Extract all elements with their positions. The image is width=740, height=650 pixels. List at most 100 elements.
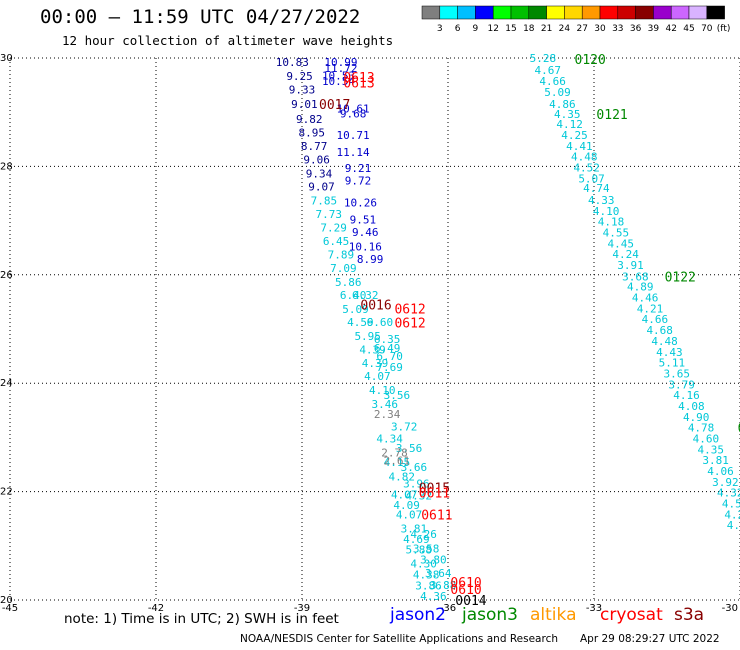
swh-value: 4.34 — [376, 432, 403, 445]
swh-value: 3.86 — [415, 579, 442, 592]
generated-timestamp: Apr 29 08:29:27 UTC 2022 — [580, 633, 720, 645]
map-subtitle: 12 hour collection of altimeter wave hei… — [62, 33, 394, 48]
swh-value: 4.32 — [727, 519, 740, 532]
swh-value: 6.49 — [374, 342, 401, 355]
colorbar-tick-label: 42 — [665, 24, 676, 34]
swh-value: 10.53 — [322, 69, 355, 82]
pass-time-label: 0121 — [596, 108, 627, 123]
swh-value: 4.45 — [608, 237, 635, 250]
lon-tick-label: -45 — [2, 603, 18, 614]
footer-note: note: 1) Time is in UTC; 2) SWH is in fe… — [64, 611, 339, 627]
swh-value: 5.09 — [342, 303, 369, 316]
swh-value: 3.91 — [617, 259, 644, 272]
swh-value: 4.59 — [347, 316, 374, 329]
swh-value: 9.72 — [345, 174, 372, 187]
swh-value: 4.74 — [583, 182, 610, 195]
colorbar-tick-label: 36 — [630, 24, 642, 34]
swh-value: 6.32 — [352, 289, 379, 302]
colorbar-swatch — [706, 5, 725, 20]
swh-value: 10.61 — [337, 102, 370, 115]
swh-value: 5.86 — [335, 276, 362, 289]
colorbar-tick-label: 6 — [455, 24, 461, 34]
swh-value: 2.34 — [374, 408, 401, 421]
swh-value: 4.41 — [566, 140, 593, 153]
colorbar-tick-label: 9 — [473, 24, 479, 34]
pass-time-label: 0017 — [319, 98, 350, 113]
swh-value: 4.43 — [656, 346, 683, 359]
swh-value: 4.69 — [403, 533, 430, 546]
lat-tick-label: 24 — [0, 378, 13, 389]
lat-tick-label: 30 — [0, 53, 13, 64]
colorbar-tick-label: 33 — [612, 24, 623, 34]
colorbar-tick-label: 70 — [701, 24, 713, 34]
swh-value: 4.33 — [588, 194, 615, 207]
swh-value: 4.46 — [632, 292, 659, 305]
legend-cryosat: cryosat — [600, 605, 663, 625]
pass-time-label: 0611 — [421, 508, 452, 523]
colorbar-tick-label: 45 — [683, 24, 694, 34]
legend-jason2: jason2 — [390, 605, 446, 625]
swh-value: 7.73 — [316, 208, 343, 221]
swh-value: 10.99 — [324, 56, 357, 69]
swh-value: 3.72 — [391, 421, 418, 434]
swh-value: 5.09 — [544, 86, 571, 99]
swh-value: 4.48 — [651, 335, 678, 348]
pass-time-label: 0613 — [343, 71, 374, 86]
swh-value: 6.35 — [374, 333, 401, 346]
lon-tick-label: -36 — [440, 603, 456, 614]
colorbar-tick-label: 21 — [541, 24, 552, 34]
swh-value: 4.67 — [535, 64, 562, 77]
pass-time-label: 0612 — [394, 302, 425, 317]
pass-time-label: 0122 — [665, 270, 696, 285]
pass-time-label: 0611 — [419, 487, 450, 502]
swh-value: 4.32 — [406, 489, 433, 502]
lat-tick-label: 26 — [0, 270, 13, 281]
swh-value: 4.66 — [642, 313, 669, 326]
swh-value: 5.07 — [578, 172, 605, 185]
colorbar-unit: (ft) — [717, 24, 731, 34]
lat-tick-label: 28 — [0, 161, 13, 172]
swh-value: 4.86 — [549, 98, 576, 111]
swh-value: 4.36 — [420, 590, 447, 603]
swh-value: 5.95 — [354, 330, 381, 343]
pass-time-label: 0015 — [419, 481, 450, 496]
lon-tick-label: -33 — [586, 603, 602, 614]
pass-time-label: 0014 — [455, 594, 486, 609]
swh-value: 4.07 — [396, 508, 423, 521]
swh-value: 4.10 — [369, 384, 396, 397]
swh-value: 4.52 — [573, 161, 600, 174]
swh-value: 6.45 — [323, 235, 350, 248]
swh-value: 4.30 — [410, 558, 437, 571]
swh-value: 4.10 — [593, 205, 620, 218]
swh-value: 9.34 — [306, 167, 333, 180]
pass-time-label: 0610 — [450, 583, 481, 598]
swh-value: 3.64 — [425, 567, 452, 580]
colorbar-tick-label: 30 — [594, 24, 606, 34]
swh-value: 4.32 — [717, 487, 740, 500]
swh-value: 4.12 — [556, 118, 583, 131]
swh-value: 4.78 — [688, 422, 715, 435]
swh-value: 3.46 — [371, 398, 398, 411]
swh-value: 3.81 — [401, 522, 428, 535]
swh-value: 4.35 — [698, 443, 725, 456]
swh-value: 4.39 — [362, 357, 389, 370]
color-legend: 3 6 9 12 15 18 21 24 27 30 33 36 39 42 45 70 (ft) — [421, 5, 731, 34]
swh-value: 9.33 — [289, 83, 316, 96]
swh-value: 5.88 — [406, 544, 433, 557]
lon-tick-label: -42 — [148, 603, 164, 614]
swh-value: 4.16 — [673, 389, 700, 402]
colorbar-tick-label: 39 — [648, 24, 660, 34]
map-title: 00:00 – 11:59 UTC 04/27/2022 — [40, 6, 361, 28]
lon-tick-label: -30 — [722, 603, 738, 614]
swh-value: 3.58 — [413, 543, 440, 556]
swh-value: 3.66 — [401, 461, 428, 474]
pass-time-label: 0016 — [360, 299, 391, 314]
swh-value: 9.21 — [345, 162, 372, 175]
swh-value: 9.25 — [286, 70, 313, 83]
swh-value: 11.14 — [337, 146, 370, 159]
swh-value: 8.95 — [298, 126, 325, 139]
pass-time-label: 0612 — [394, 316, 425, 331]
swh-value: 4.82 — [389, 470, 416, 483]
swh-value: 4.07 — [364, 370, 391, 383]
credit-text: NOAA/NESDIS Center for Satellite Applica… — [240, 633, 558, 645]
